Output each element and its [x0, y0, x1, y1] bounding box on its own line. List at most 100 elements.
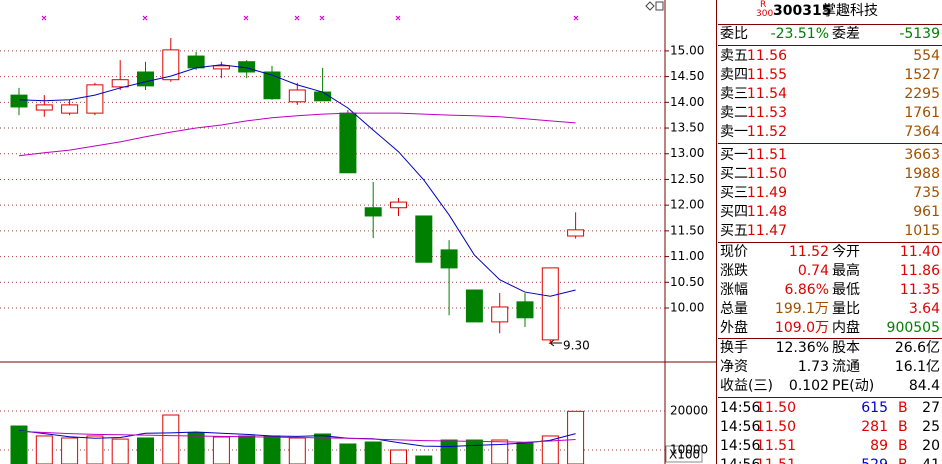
y-tick-label: 10.00 — [670, 301, 704, 315]
quote-text: 2295 — [904, 86, 940, 102]
separator — [718, 338, 942, 339]
volume-bar — [86, 435, 104, 464]
quote-text: R — [760, 0, 767, 10]
quote-text: 14:56 — [720, 438, 761, 454]
quote-text: 买五 — [720, 223, 748, 239]
low-arrow — [548, 339, 562, 347]
candle-body — [541, 267, 559, 341]
separator — [718, 242, 942, 243]
volume-bar — [516, 442, 534, 464]
quote-text: 卖二 — [720, 105, 748, 121]
y-tick-label: 13.00 — [670, 146, 704, 160]
volume-bar — [35, 435, 53, 464]
quote-text: 554 — [913, 48, 940, 64]
candle-body — [415, 215, 433, 263]
quote-text: 41 — [922, 456, 940, 464]
window-icons — [645, 1, 664, 11]
quote-panel: R 300 300315 掌趣科技 委比 -23.51% 委差 -5139 卖五 11.56 554… — [718, 0, 942, 464]
quote-text: 买二 — [720, 166, 748, 182]
quote-text: 11.86 — [899, 263, 940, 279]
quote-text: 11.55 — [746, 67, 787, 83]
candle-body — [187, 55, 205, 69]
quote-text: 卖五 — [720, 48, 748, 64]
quote-text: 0.74 — [797, 263, 829, 279]
quote-text: 总量 — [720, 301, 748, 317]
quote-text: 7364 — [904, 124, 940, 140]
quote-text: 1.73 — [797, 359, 829, 375]
quote-text: 735 — [913, 185, 940, 201]
quote-text: 3.64 — [908, 301, 940, 317]
quote-text: 委比 — [720, 26, 748, 42]
quote-text: 16.1亿 — [894, 359, 940, 375]
quote-text: 1761 — [904, 105, 940, 121]
quote-text: B — [898, 438, 908, 454]
volume-bar — [465, 439, 483, 464]
moving-average — [18, 64, 576, 297]
volume-bar — [415, 455, 433, 464]
candle-body — [10, 94, 28, 108]
volume-bar — [567, 410, 585, 464]
candle-body — [162, 49, 180, 81]
quote-text: 11.48 — [746, 204, 787, 220]
quote-text: 12.36% — [775, 340, 829, 356]
quote-text: B — [898, 400, 908, 416]
quote-text: 买一 — [720, 147, 748, 163]
moving-average — [18, 430, 576, 443]
quote-text: 涨跌 — [720, 263, 748, 279]
quote-text: -23.51% — [770, 26, 829, 42]
quote-text: 量比 — [832, 301, 860, 317]
quote-text: 现价 — [720, 244, 748, 260]
candle-body — [86, 84, 104, 114]
volume-unit: X100 — [669, 448, 700, 462]
quote-text: 11.54 — [746, 86, 787, 102]
quote-text: 11.35 — [899, 282, 940, 298]
quote-text: 内盘 — [832, 320, 860, 336]
quote-text: 20 — [922, 438, 940, 454]
quote-text: 6.86% — [784, 282, 829, 298]
moving-average — [18, 430, 576, 447]
candle-body — [339, 112, 357, 174]
quote-text: PE(动) — [832, 378, 875, 394]
quote-text: 11.50 — [755, 419, 796, 435]
volume-bar — [491, 439, 509, 464]
volume-bar — [238, 435, 256, 464]
candle-body — [263, 71, 281, 100]
quote-text: 14:56 — [720, 456, 760, 464]
y-tick-label: 10.50 — [670, 275, 704, 289]
volume-bar — [314, 433, 332, 464]
quote-text: B — [898, 456, 908, 464]
quote-text: 11.52 — [788, 244, 829, 260]
volume-bar — [10, 425, 28, 464]
volume-bar — [364, 441, 382, 464]
separator — [718, 397, 942, 398]
quote-text: 换手 — [720, 340, 748, 356]
quote-text: 今开 — [832, 244, 860, 260]
candle-body — [288, 89, 306, 103]
y-tick-label: 13.50 — [670, 121, 704, 135]
moving-average — [18, 112, 576, 157]
candle-body — [61, 104, 79, 114]
quote-text: 11.51 — [755, 438, 796, 454]
quote-text: 涨幅 — [720, 282, 748, 298]
volume-bar — [339, 443, 357, 464]
y-tick-label: 14.50 — [670, 69, 704, 83]
y-tick-label: 11.50 — [670, 223, 704, 237]
candle-body — [137, 71, 154, 87]
quote-text: 净资 — [720, 359, 748, 375]
separator — [718, 45, 942, 46]
volume-bar — [61, 437, 79, 464]
quote-text: 900505 — [886, 320, 940, 336]
quote-text: 109.0万 — [774, 320, 829, 336]
quote-text: 卖四 — [720, 67, 748, 83]
quote-text: 掌趣科技 — [822, 3, 878, 19]
separator — [718, 143, 942, 144]
volume-bar — [212, 436, 230, 464]
quote-text: 27 — [922, 400, 940, 416]
quote-text: 11.50 — [755, 400, 796, 416]
event-markers — [41, 15, 579, 21]
volume-tick-label: 20000 — [670, 403, 708, 417]
quote-text: 11.51 — [756, 456, 796, 464]
y-tick-label: 15.00 — [670, 43, 704, 57]
quote-text: 11.50 — [746, 166, 787, 182]
volume-bar — [137, 437, 154, 464]
